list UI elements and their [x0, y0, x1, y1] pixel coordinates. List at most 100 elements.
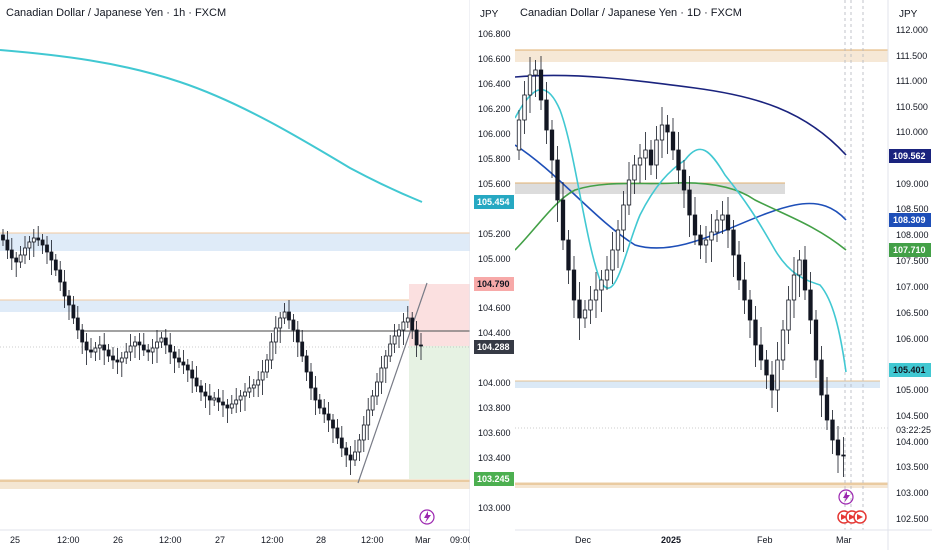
candle-body: [67, 295, 71, 306]
candle-body: [527, 74, 533, 96]
gray-zone: [515, 183, 785, 194]
price-tick: 105.600: [478, 179, 511, 189]
candle-body: [593, 289, 599, 301]
trendline[interactable]: [357, 282, 428, 484]
candle-body: [637, 157, 643, 166]
candle-body: [736, 254, 742, 281]
candle-body: [269, 341, 274, 361]
hourly-price-axis[interactable]: JPY 106.800 106.600 106.400 106.200 106.…: [470, 0, 515, 530]
candle-body: [150, 347, 155, 353]
price-tick: 106.000: [478, 129, 511, 139]
event-icons[interactable]: [837, 510, 867, 524]
candle-body: [181, 361, 186, 366]
daily-chart-svg[interactable]: Canadian Dollar / Japanese Yen · 1D · FX…: [514, 0, 932, 550]
candle-body: [769, 374, 775, 391]
price-tick: 108.000: [896, 230, 929, 240]
price-tick: 109.000: [896, 179, 929, 189]
candle-body: [14, 257, 19, 263]
candle-body: [808, 289, 813, 321]
ma20-line[interactable]: [514, 88, 847, 373]
candle-body: [392, 335, 397, 345]
candle-body: [62, 281, 67, 297]
candle-body: [265, 359, 269, 373]
candle-body: [115, 359, 120, 363]
hourly-chart-svg[interactable]: Canadian Dollar / Japanese Yen · 1h · FX…: [0, 0, 473, 550]
price-tick: 105.200: [478, 229, 511, 239]
risk-zone-box[interactable]: [409, 284, 470, 346]
hourly-chart-pane[interactable]: Canadian Dollar / Japanese Yen · 1h · FX…: [0, 0, 473, 550]
candle-body: [31, 237, 36, 243]
candle-body: [291, 319, 296, 331]
candle-body: [53, 259, 58, 271]
candle-body: [577, 299, 582, 319]
candle-body: [216, 397, 221, 403]
time-label: 12:00: [159, 535, 182, 545]
moving-average-line[interactable]: [0, 49, 423, 203]
candle-body: [599, 279, 604, 291]
candle-body: [703, 239, 709, 246]
candle-body: [802, 259, 808, 291]
price-tick: 106.200: [478, 104, 511, 114]
price-tick: 104.000: [896, 437, 929, 447]
candle-body: [604, 269, 610, 281]
time-label: 12:00: [361, 535, 384, 545]
candle-body: [379, 367, 384, 383]
price-tick: 103.500: [896, 462, 929, 472]
time-label: 28: [316, 535, 326, 545]
price-tick: 110.500: [896, 102, 928, 112]
candle-body: [119, 357, 124, 363]
candle-body: [588, 299, 593, 311]
candle-body: [251, 384, 256, 389]
ma20-tag: [889, 363, 931, 377]
candle-body: [654, 139, 659, 166]
target-price-tag-label: 104.790: [477, 279, 510, 289]
candle-body: [229, 403, 234, 409]
candle-body: [49, 251, 54, 261]
candle-body: [207, 395, 212, 401]
lightning-icon[interactable]: [419, 509, 435, 525]
candle-body: [273, 327, 278, 343]
target-price-tag: [474, 277, 514, 291]
candle-body: [199, 385, 203, 393]
ma50-tag: [889, 243, 931, 257]
candle-body: [331, 419, 335, 429]
candle-body: [71, 304, 76, 319]
candle-body: [212, 397, 217, 401]
candle-body: [670, 131, 676, 151]
candle-body: [819, 359, 824, 396]
candle-body: [9, 249, 14, 259]
candle-body: [36, 237, 41, 241]
daily-chart-pane[interactable]: Canadian Dollar / Japanese Yen · 1D · FX…: [514, 0, 932, 550]
candle-body: [610, 249, 615, 271]
price-tick: 106.000: [896, 334, 929, 344]
price-tick: 107.500: [896, 256, 929, 266]
candle-body: [282, 311, 287, 319]
candle-body: [225, 404, 230, 409]
lightning-icon[interactable]: [838, 489, 854, 505]
candle-body: [163, 337, 168, 346]
candle-body: [643, 149, 648, 159]
reward-zone-box[interactable]: [409, 346, 470, 479]
price-tick: 106.600: [478, 54, 511, 64]
price-tick: 103.000: [478, 503, 511, 513]
candle-body: [58, 269, 63, 283]
candle-body: [185, 364, 190, 371]
candle-body: [243, 391, 247, 397]
candle-body: [5, 239, 10, 251]
candle-body: [361, 424, 366, 441]
candle-body: [339, 437, 344, 449]
ma100-line[interactable]: [514, 144, 847, 249]
hourly-candles: [1, 226, 423, 475]
candle-body: [146, 349, 151, 353]
ma50-tag-label: 107.710: [893, 245, 926, 255]
price-tick: 107.000: [896, 282, 929, 292]
last-price-tag: [474, 340, 514, 354]
candle-body: [621, 204, 626, 231]
candle-body: [177, 357, 181, 363]
ma50-line[interactable]: [514, 182, 847, 251]
price-tick: 103.800: [478, 403, 511, 413]
candle-body: [681, 169, 687, 191]
ma200-line[interactable]: [514, 74, 847, 156]
candle-body: [835, 439, 841, 456]
time-label: 26: [113, 535, 123, 545]
